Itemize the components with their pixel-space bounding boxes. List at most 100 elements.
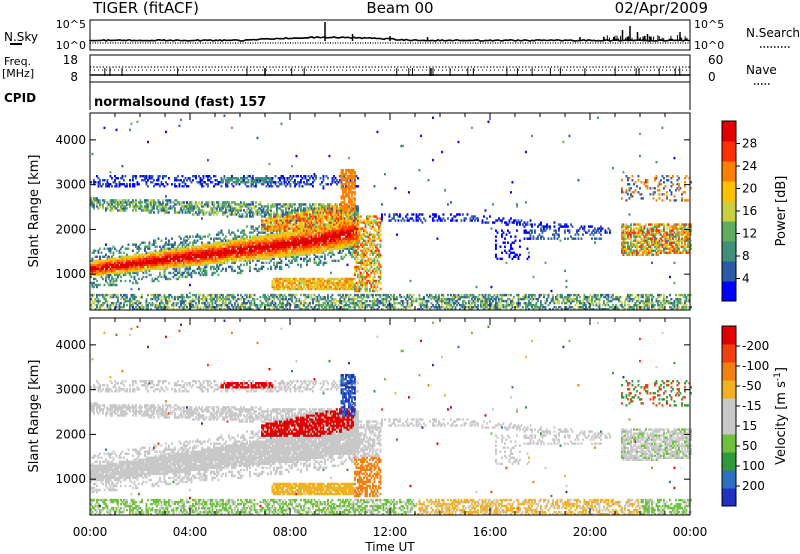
power-cell bbox=[150, 263, 152, 267]
power-cell bbox=[324, 253, 326, 256]
power-cell bbox=[114, 271, 116, 275]
power-cell bbox=[201, 179, 203, 182]
power-cell bbox=[145, 269, 148, 273]
power-cell bbox=[126, 203, 128, 206]
power-cell bbox=[319, 177, 322, 180]
power-cell bbox=[274, 181, 277, 184]
power-cell bbox=[139, 295, 142, 299]
power-cell bbox=[151, 277, 154, 281]
power-cell bbox=[121, 305, 124, 309]
power-cell bbox=[150, 293, 152, 297]
power-cell bbox=[180, 255, 182, 259]
power-cell bbox=[93, 179, 95, 182]
power-cell bbox=[178, 307, 181, 311]
power-cell bbox=[168, 263, 170, 267]
power-cell bbox=[172, 297, 175, 301]
power-cell bbox=[114, 179, 116, 182]
power-cell bbox=[115, 293, 118, 297]
power-cell bbox=[187, 207, 190, 210]
power-cell bbox=[114, 259, 116, 263]
power-cell bbox=[105, 261, 107, 265]
power-cell bbox=[198, 213, 200, 216]
power-cell bbox=[172, 275, 175, 279]
power-cell bbox=[199, 237, 202, 240]
power-cell bbox=[310, 293, 313, 297]
power-cell bbox=[103, 297, 106, 301]
power-cell bbox=[156, 307, 158, 311]
power-cell bbox=[163, 243, 166, 246]
power-cell bbox=[187, 211, 190, 214]
power-cell bbox=[198, 255, 200, 259]
power-cell bbox=[300, 263, 302, 267]
power-cell bbox=[120, 255, 122, 259]
power-cell bbox=[118, 307, 121, 311]
power-cell bbox=[169, 277, 172, 281]
power-cell bbox=[163, 295, 166, 299]
power-cell bbox=[202, 185, 205, 188]
power-cell bbox=[145, 175, 148, 178]
power-cell bbox=[91, 259, 94, 263]
power-cell bbox=[163, 185, 166, 188]
power-cell bbox=[165, 205, 167, 208]
power-cell bbox=[183, 253, 185, 256]
power-cell bbox=[129, 303, 131, 307]
power-cell bbox=[93, 207, 95, 210]
power-cell bbox=[135, 245, 137, 248]
power-cell bbox=[202, 251, 205, 254]
power-cell bbox=[97, 267, 100, 271]
power-cell bbox=[178, 185, 181, 188]
power-cell bbox=[93, 201, 95, 204]
power-cell bbox=[138, 257, 140, 261]
power-cell bbox=[291, 164, 293, 168]
power-cell bbox=[147, 255, 149, 259]
power-cell bbox=[147, 265, 149, 269]
power-cell bbox=[99, 179, 101, 182]
power-cell bbox=[114, 267, 116, 271]
power-cell bbox=[142, 267, 145, 271]
power-cell bbox=[207, 263, 209, 267]
power-cell bbox=[327, 177, 329, 180]
power-cell bbox=[177, 201, 179, 204]
power-cell bbox=[118, 251, 121, 254]
power-cell bbox=[90, 263, 92, 267]
power-cell bbox=[129, 305, 131, 309]
power-cell bbox=[117, 267, 119, 271]
power-cell bbox=[144, 269, 146, 273]
power-cell bbox=[201, 201, 203, 204]
power-cell bbox=[147, 245, 149, 248]
power-cell bbox=[94, 265, 97, 269]
power-cell bbox=[156, 179, 158, 182]
power-cell bbox=[165, 253, 167, 256]
power-cell bbox=[144, 247, 146, 250]
power-cell bbox=[168, 265, 170, 269]
power-cell bbox=[162, 245, 164, 248]
power-cell bbox=[102, 179, 104, 182]
power-cell bbox=[199, 267, 202, 271]
power-cell bbox=[313, 277, 316, 281]
power-cell bbox=[121, 183, 124, 186]
power-cell bbox=[166, 277, 169, 281]
power-cell bbox=[111, 269, 113, 273]
power-cell bbox=[136, 251, 139, 254]
power-cell bbox=[168, 293, 170, 297]
power-cell bbox=[106, 293, 109, 297]
power-cell bbox=[126, 293, 128, 297]
power-cell bbox=[205, 261, 208, 265]
power-cell bbox=[177, 263, 179, 267]
power-cell bbox=[141, 295, 143, 299]
power-cell bbox=[115, 263, 118, 267]
power-cell bbox=[124, 297, 127, 301]
power-cell bbox=[109, 271, 112, 275]
power-cell bbox=[183, 307, 185, 311]
power-cell bbox=[201, 297, 203, 301]
power-cell bbox=[304, 175, 307, 178]
power-cell bbox=[159, 263, 161, 267]
power-cell bbox=[103, 255, 106, 259]
power-heatmap bbox=[90, 114, 692, 311]
power-cell bbox=[183, 265, 185, 269]
power-cell bbox=[168, 259, 170, 263]
power-cell bbox=[174, 203, 176, 206]
power-cell bbox=[190, 257, 193, 261]
power-cell bbox=[193, 263, 196, 267]
power-cell bbox=[168, 239, 170, 242]
